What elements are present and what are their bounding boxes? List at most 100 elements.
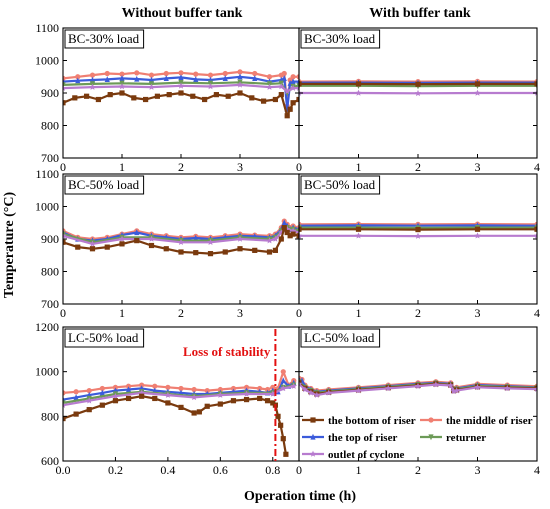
data-point-middle [270,384,276,390]
data-point-top [99,389,105,396]
data-point-bottom [63,239,66,245]
data-point-bottom [143,96,149,103]
data-point-bottom [75,244,81,250]
data-point-cyclone [89,240,96,247]
data-point-middle [257,385,263,392]
panel-label-box [64,328,145,348]
data-point-middle [193,71,199,77]
data-point-bottom [119,90,125,96]
data-point-bottom [178,404,184,410]
plot-area [63,218,299,257]
panel-label: BC-30% load [304,31,376,46]
data-point-cyclone [414,232,422,239]
data-point-bottom [225,93,231,99]
annotation-group: Loss of stability [183,329,277,461]
data-point-middle [63,390,66,396]
legend-marker-top [310,433,316,440]
data-point-top [89,76,96,83]
data-point-bottom [278,236,284,242]
data-point-bottom [193,250,199,256]
data-point-bottom [163,246,169,252]
data-point-bottom [283,451,289,457]
panel-5: 0.0 0.2 0.4 0.6 0.8 600 800 1000 1200 LC-50% load [35,320,300,477]
data-point-cyclone [447,382,454,389]
data-point-bottom [355,226,362,232]
panel-2: 0 1 2 3 4 BC-30% load [296,27,540,174]
data-point-middle [119,71,125,77]
data-point-top [193,76,199,82]
data-point-bottom [202,96,208,103]
data-point-bottom [249,95,255,101]
x-tick-label: 2 [178,306,184,320]
x-tick-label: 3 [237,306,243,320]
data-point-bottom [139,393,145,399]
plot-area [299,375,537,398]
data-point-cyclone [533,232,537,239]
data-point-bottom [284,113,290,119]
x-tick-label: 2 [178,160,184,174]
data-point-middle [148,72,155,78]
legend-marker-middle [428,417,434,423]
data-point-top [104,76,110,82]
data-point-cyclone [295,84,299,91]
data-point-cyclone [148,83,155,90]
data-point-cyclone [355,387,362,394]
data-point-cyclone [266,237,273,244]
x-tick-label: 1 [356,160,362,174]
data-point-top [163,75,169,81]
data-point-cyclone [217,391,224,398]
legend-label-top: the top of riser [328,432,397,444]
data-point-cyclone [85,397,93,404]
data-point-bottom [131,95,137,101]
data-point-middle [73,389,79,395]
panel-label: LC-50% load [304,330,375,345]
legend-label-bottom: the bottom of riser [328,415,416,427]
data-point-cyclone [207,83,214,90]
data-point-bottom [178,90,184,96]
data-point-cyclone [533,385,537,392]
data-point-middle [252,70,258,77]
data-point-bottom [534,226,537,232]
data-point-middle [243,384,250,390]
plot-area [63,69,299,119]
x-tick-label: 0.4 [160,463,175,477]
x-tick-label: 1 [119,306,125,320]
data-point-bottom [261,98,267,104]
x-tick-label: 1 [119,160,125,174]
data-point-middle [204,388,210,394]
legend-marker-cyclone [309,450,317,457]
data-point-bottom [266,249,273,255]
data-point-bottom [119,241,125,247]
data-point-bottom [272,247,278,253]
data-point-top [73,394,79,400]
x-tick-label: 3 [475,306,481,320]
y-tick-label: 800 [41,409,59,423]
plot-area [299,78,537,97]
data-point-bottom [252,247,258,253]
data-point-bottom [534,81,537,87]
y-tick-label: 1100 [35,167,59,181]
data-point-cyclone [474,89,481,96]
data-point-bottom [213,92,219,98]
data-point-cyclone [236,81,244,88]
data-point-top [252,75,258,81]
data-point-cyclone [272,235,279,242]
data-point-bottom [243,396,250,403]
data-point-bottom [264,398,271,404]
data-point-bottom [237,90,243,96]
data-point-bottom [217,401,223,407]
data-point-bottom [287,106,293,112]
plot-area [299,221,537,239]
x-tick-label: 0.6 [213,463,228,477]
data-point-cyclone [63,84,67,91]
data-point-cyclone [112,392,119,399]
column-title-right: With buffer tank [369,6,471,21]
data-point-top [148,76,155,83]
data-point-top [296,78,299,85]
data-point-bottom [148,242,155,249]
series-line-bottom [63,91,299,117]
data-point-top [125,386,132,393]
data-point-cyclone [301,386,309,393]
x-tick-label: 4 [534,160,540,174]
data-point-cyclone [266,83,273,90]
